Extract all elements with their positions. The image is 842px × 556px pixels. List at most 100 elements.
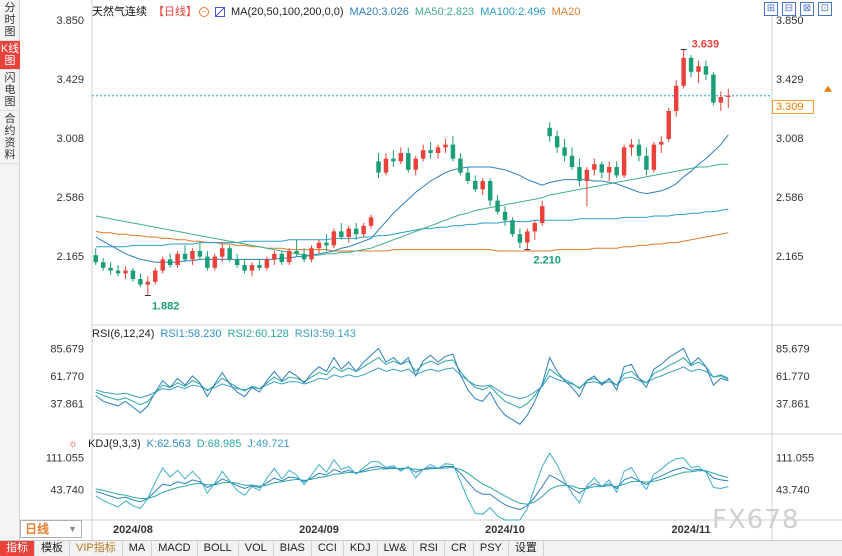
d-legend: D:68.985 bbox=[196, 438, 242, 450]
chart-area[interactable]: 3.850 3.850 3.429 3.429 3.008 3.008 2.586 2.586… bbox=[20, 0, 842, 540]
tab-psy[interactable]: PSY bbox=[474, 541, 509, 556]
candle-body bbox=[614, 167, 619, 176]
candle-body bbox=[569, 155, 575, 167]
rsi1-line bbox=[95, 347, 729, 425]
candle-body bbox=[532, 223, 538, 232]
close-pane-button[interactable]: ⊠ bbox=[800, 2, 814, 16]
d-line bbox=[95, 466, 729, 505]
candle-body bbox=[339, 231, 344, 237]
tab-cci[interactable]: CCI bbox=[312, 541, 344, 556]
last-price-tag: 3.309 bbox=[772, 100, 814, 114]
indicator-edit-icon[interactable] bbox=[215, 7, 225, 18]
tab-template[interactable]: 模板 bbox=[35, 541, 70, 556]
candle-body bbox=[621, 147, 627, 176]
rsi-header: RSI(6,12,24) RSI1:58.230 RSI2:60.128 RSI3:5… bbox=[92, 328, 362, 340]
period-select-value: 日线 bbox=[25, 522, 50, 536]
candle-body bbox=[606, 167, 612, 173]
tab-cr[interactable]: CR bbox=[445, 541, 474, 556]
maximize-button[interactable]: ⊡ bbox=[818, 2, 832, 16]
period-tab-bar: 分时图 K线图 闪电图 合约资料 bbox=[0, 0, 20, 540]
tab-boll[interactable]: BOLL bbox=[198, 541, 239, 556]
tab-flash-chart[interactable]: 闪电图 bbox=[0, 70, 20, 111]
kdj-settings-icon[interactable]: ☼ bbox=[68, 438, 79, 450]
tab-macd[interactable]: MACD bbox=[152, 541, 198, 556]
candle-body bbox=[346, 228, 351, 237]
rsi-lines bbox=[95, 347, 729, 425]
ma100-line bbox=[95, 208, 729, 248]
indicator-toolbar: 指标 模板 VIP指标 MA MACD BOLL VOL BIAS CCI KDJ LW& RSI CR… bbox=[0, 540, 842, 556]
candle-body bbox=[666, 111, 671, 139]
rsi-title: RSI(6,12,24) bbox=[92, 328, 155, 340]
candle-body bbox=[450, 144, 456, 159]
tab-vol[interactable]: VOL bbox=[239, 541, 274, 556]
candle-body bbox=[368, 217, 374, 226]
candle-body bbox=[718, 97, 724, 103]
candle-body bbox=[547, 127, 552, 137]
tab-kdj[interactable]: KDJ bbox=[344, 541, 378, 556]
grid-layer bbox=[20, 0, 842, 540]
tab-kline[interactable]: K线图 bbox=[0, 41, 20, 70]
candle-body bbox=[659, 141, 664, 145]
axis-labels: 3.850 3.850 3.429 3.429 3.008 3.008 2.586 2.586… bbox=[46, 15, 814, 536]
rsi-y-tick-left: 61.770 bbox=[50, 371, 84, 383]
candle-body bbox=[428, 150, 433, 153]
y-tick-right: 3.429 bbox=[776, 74, 804, 86]
candle-body bbox=[406, 153, 411, 170]
tab-contract-info[interactable]: 合约资料 bbox=[0, 111, 20, 164]
window-controls: ⊞ ⊟ ⊠ ⊡ bbox=[764, 2, 832, 16]
period-label: 【日线】 bbox=[153, 6, 197, 18]
kdj-y-tick-right: 111.055 bbox=[776, 452, 814, 464]
tab-vip-indicator[interactable]: VIP指标 bbox=[70, 541, 123, 556]
candle-body bbox=[331, 231, 337, 246]
k-line bbox=[95, 465, 729, 511]
candle-body bbox=[205, 256, 210, 268]
candle-body bbox=[487, 181, 493, 201]
ma-params: MA(20,50,100,200,0,0) bbox=[231, 6, 344, 18]
period-select[interactable]: 日线 ▼ bbox=[20, 520, 82, 538]
candle-body bbox=[688, 57, 694, 72]
chevron-down-icon: ▼ bbox=[68, 524, 77, 534]
y-tick-left: 3.429 bbox=[56, 74, 84, 86]
zoom-out-button[interactable]: ⊟ bbox=[782, 2, 796, 16]
kdj-header: ☼ KDJ(9,3,3) K:62.563 D:68.985 J:49.721 bbox=[68, 438, 296, 450]
ma200-legend: MA20 bbox=[551, 6, 581, 18]
tab-rsi[interactable]: RSI bbox=[414, 541, 445, 556]
candle-body bbox=[160, 259, 165, 271]
candle-body bbox=[711, 74, 716, 103]
candle-body bbox=[324, 242, 329, 246]
zoom-in-button[interactable]: ⊞ bbox=[764, 2, 778, 16]
candle-body bbox=[525, 231, 530, 243]
tab-ma[interactable]: MA bbox=[123, 541, 153, 556]
ma50-line bbox=[95, 163, 729, 256]
rsi2-legend: RSI2:60.128 bbox=[227, 328, 289, 340]
kdj-y-tick-right: 43.740 bbox=[776, 485, 810, 497]
collapse-circle-icon[interactable]: − bbox=[199, 7, 209, 18]
rsi1-legend: RSI1:58.230 bbox=[160, 328, 222, 340]
low-label-1: 1.882 bbox=[152, 301, 180, 313]
candle-body bbox=[361, 225, 366, 235]
instrument-name: 天然气连续 bbox=[92, 6, 147, 18]
candle-body bbox=[175, 253, 180, 265]
chart-canvas[interactable]: 3.850 3.850 3.429 3.429 3.008 3.008 2.586 2.586… bbox=[20, 0, 842, 540]
tab-lw[interactable]: LW& bbox=[378, 541, 414, 556]
candle-body bbox=[629, 144, 634, 148]
candle-body bbox=[153, 270, 158, 282]
candle-body bbox=[264, 259, 270, 268]
rsi2-line bbox=[95, 356, 729, 409]
candle-body bbox=[182, 253, 188, 260]
candle-body bbox=[383, 158, 389, 173]
y-tick-left: 2.165 bbox=[56, 251, 84, 263]
candle-body bbox=[227, 248, 232, 260]
watermark-logo: FX678 bbox=[712, 505, 800, 535]
tab-bias[interactable]: BIAS bbox=[274, 541, 312, 556]
candle-body bbox=[220, 248, 225, 257]
candle-body bbox=[123, 270, 128, 274]
tab-indicator[interactable]: 指标 bbox=[0, 541, 35, 556]
main-chart-header: 天然气连续 【日线】 − MA(20,50,100,200,0,0) MA20:3.02… bbox=[92, 3, 586, 19]
candle-body bbox=[495, 200, 500, 212]
x-date-label: 2024/09 bbox=[299, 524, 339, 536]
rsi3-legend: RSI3:59.143 bbox=[294, 328, 356, 340]
tab-settings[interactable]: 设置 bbox=[509, 541, 544, 556]
tab-timeshare[interactable]: 分时图 bbox=[0, 0, 20, 41]
candle-body bbox=[510, 220, 515, 235]
